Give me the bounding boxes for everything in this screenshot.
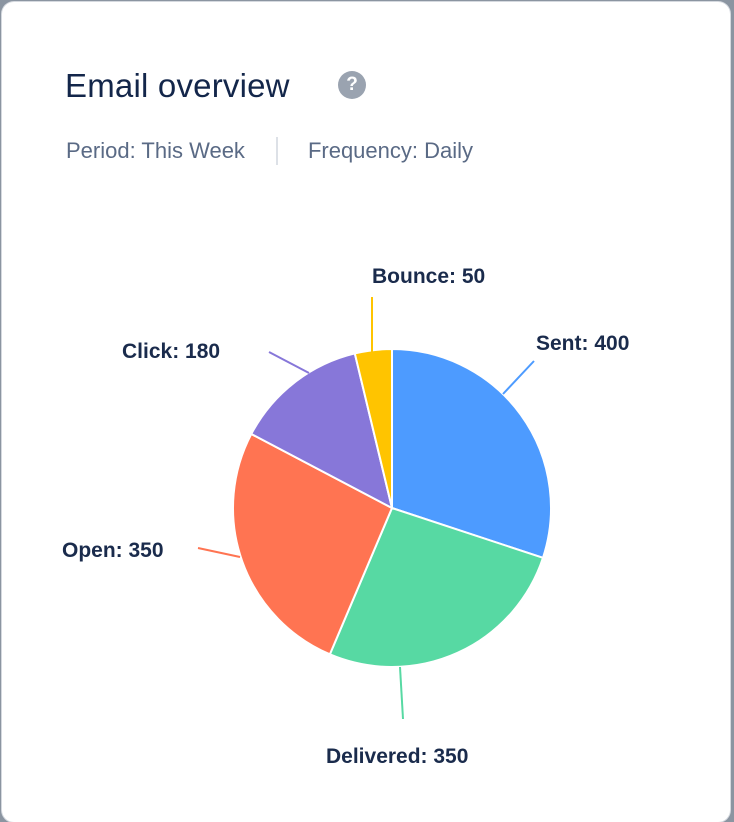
pie-slices: [232, 347, 552, 668]
divider: [275, 137, 278, 165]
label-delivered: Delivered: 350: [326, 745, 468, 768]
pie-slice-click[interactable]: [249, 352, 394, 510]
leader-lines: [197, 297, 535, 720]
label-bounce: Bounce: 50: [372, 265, 485, 288]
pie-slice-open[interactable]: [232, 432, 394, 656]
pie-slice-sent[interactable]: [391, 347, 552, 560]
label-sent: Sent: 400: [536, 332, 629, 355]
period-filter[interactable]: Period: This Week: [66, 138, 245, 163]
pie-slice-delivered[interactable]: [328, 506, 545, 668]
leader-line-sent: [502, 360, 535, 395]
leader-line-click: [268, 351, 310, 374]
frequency-filter[interactable]: Frequency: Daily: [307, 138, 474, 163]
card-title: Email overview: [65, 67, 290, 104]
leader-line-delivered: [399, 666, 404, 720]
filter-bar: Period: This Week Frequency: Daily: [66, 136, 473, 166]
pie-slice-bounce[interactable]: [353, 347, 393, 509]
help-icon[interactable]: ?: [338, 71, 366, 99]
label-open: Open: 350: [62, 539, 164, 562]
label-click: Click: 180: [122, 340, 220, 363]
leader-line-open: [197, 547, 241, 558]
